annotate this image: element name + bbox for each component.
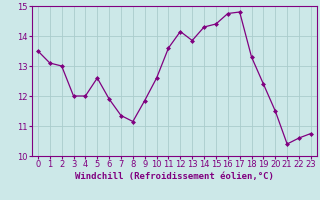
X-axis label: Windchill (Refroidissement éolien,°C): Windchill (Refroidissement éolien,°C) (75, 172, 274, 181)
